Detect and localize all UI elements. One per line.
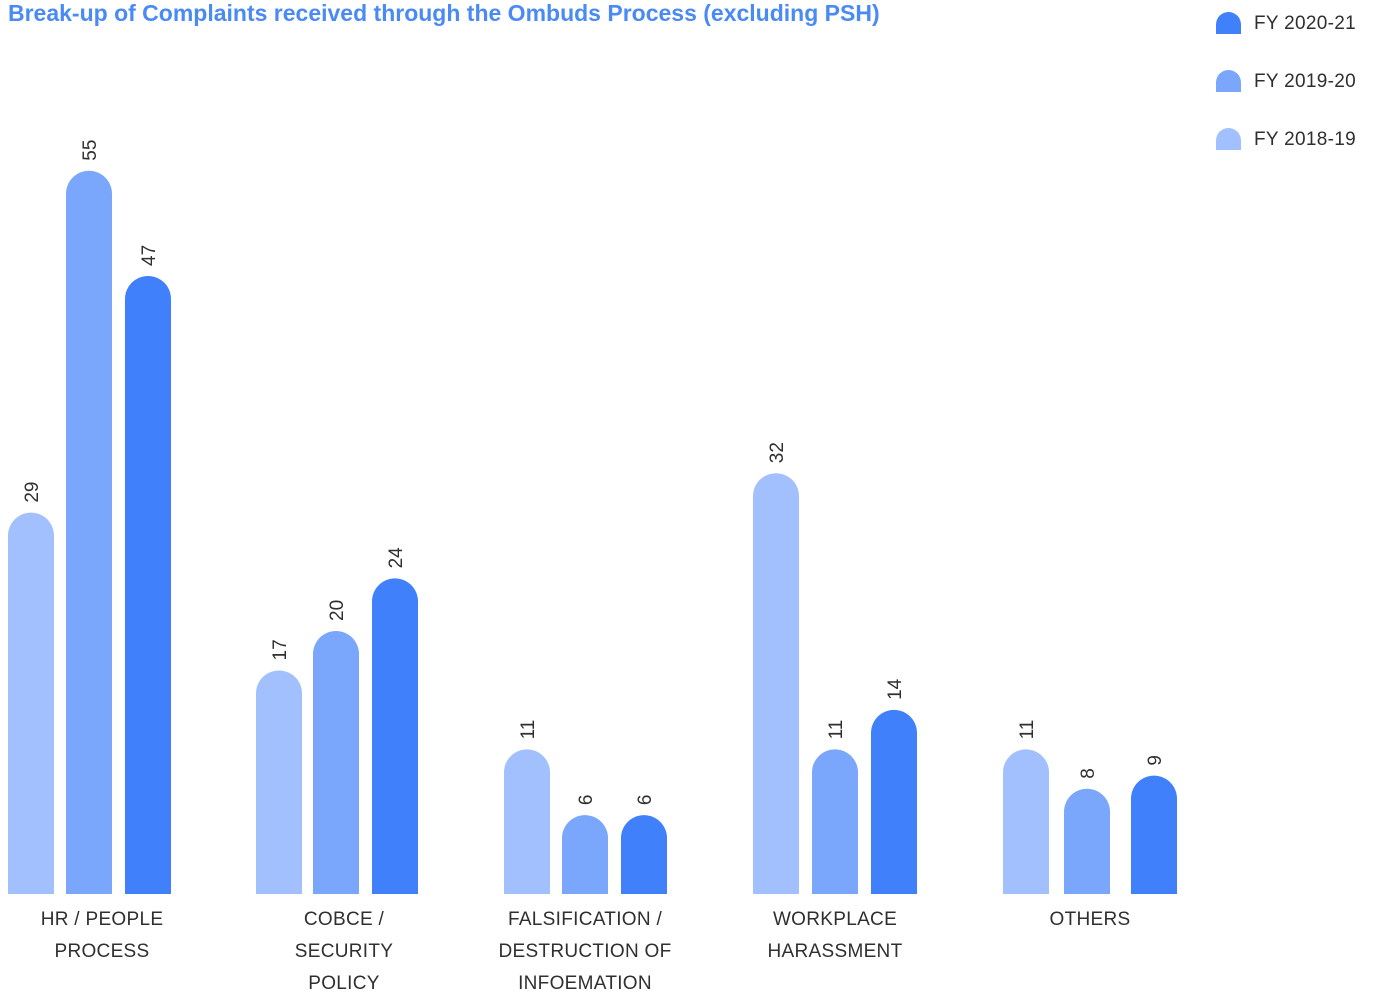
legend-swatch xyxy=(1216,12,1241,34)
data-label: 6 xyxy=(576,795,597,806)
category-label-line: DESTRUCTION OF xyxy=(498,941,672,962)
data-label: 6 xyxy=(635,795,656,806)
legend-item: FY 2018-19 xyxy=(1216,124,1382,150)
legend-swatch xyxy=(1216,128,1241,150)
data-label: 8 xyxy=(1078,768,1099,779)
category-label: HR / PEOPLE PROCESS xyxy=(2,904,202,968)
bar-hr-people-process-fy-2019-20 xyxy=(66,170,112,894)
legend-item: FY 2020-21 xyxy=(1216,8,1382,34)
bar-falsification-destruction-of-infoemation-fy-2018-19 xyxy=(504,749,550,894)
legend-label: FY 2020-21 xyxy=(1254,13,1356,34)
bar-others-fy-2018-19 xyxy=(1003,749,1049,894)
data-label: 11 xyxy=(826,720,847,740)
bar-cobce-security-policy-fy-2020-21 xyxy=(372,578,418,894)
legend-label: FY 2018-19 xyxy=(1254,129,1356,150)
data-label: 32 xyxy=(767,442,788,463)
category-label: OTHERS xyxy=(990,904,1190,936)
bar-hr-people-process-fy-2018-19 xyxy=(8,512,54,894)
bar-workplace-harassment-fy-2019-20 xyxy=(812,749,858,894)
legend-label: FY 2019-20 xyxy=(1254,71,1356,92)
category-label-line: OTHERS xyxy=(1049,909,1131,930)
bar-falsification-destruction-of-infoemation-fy-2020-21 xyxy=(621,815,667,894)
data-label: 20 xyxy=(327,600,348,621)
bar-others-fy-2020-21 xyxy=(1131,775,1177,894)
category-label-line: PROCESS xyxy=(54,941,150,962)
category-label-line: POLICY xyxy=(308,973,380,994)
bar-workplace-harassment-fy-2020-21 xyxy=(871,709,917,894)
data-label: 47 xyxy=(139,245,160,266)
bar-others-fy-2019-20 xyxy=(1064,788,1110,894)
category-label-line: SECURITY xyxy=(294,941,394,962)
bar-falsification-destruction-of-infoemation-fy-2019-20 xyxy=(562,815,608,894)
bar-hr-people-process-fy-2020-21 xyxy=(125,275,171,894)
legend-item: FY 2019-20 xyxy=(1216,66,1382,92)
bar-cobce-security-policy-fy-2018-19 xyxy=(256,670,302,894)
data-label: 9 xyxy=(1145,755,1166,766)
data-label: 11 xyxy=(518,720,539,740)
category-label-line: FALSIFICATION / xyxy=(507,909,663,930)
category-label-line: WORKPLACE xyxy=(772,909,898,930)
data-label: 24 xyxy=(386,547,407,569)
data-label: 14 xyxy=(885,678,906,700)
data-label: 17 xyxy=(270,639,291,660)
category-label-line: HR / PEOPLE xyxy=(40,909,164,930)
category-label-line: INFOEMATION xyxy=(518,973,652,994)
data-label: 11 xyxy=(1017,720,1038,740)
category-label: COBCE / SECURITY POLICY xyxy=(244,904,444,1000)
legend-swatch xyxy=(1216,70,1241,92)
bar-cobce-security-policy-fy-2019-20 xyxy=(313,631,359,894)
category-label-line: COBCE / xyxy=(303,909,385,930)
data-label: 55 xyxy=(80,140,101,161)
bar-workplace-harassment-fy-2018-19 xyxy=(753,473,799,894)
data-label: 29 xyxy=(22,482,43,503)
chart-title: Break-up of Complaints received through … xyxy=(8,0,880,26)
category-label-line: HARASSMENT xyxy=(767,941,903,962)
category-label: FALSIFICATION / DESTRUCTION OF INFOEMATION xyxy=(485,904,685,1000)
category-label: WORKPLACE HARASSMENT xyxy=(735,904,935,968)
